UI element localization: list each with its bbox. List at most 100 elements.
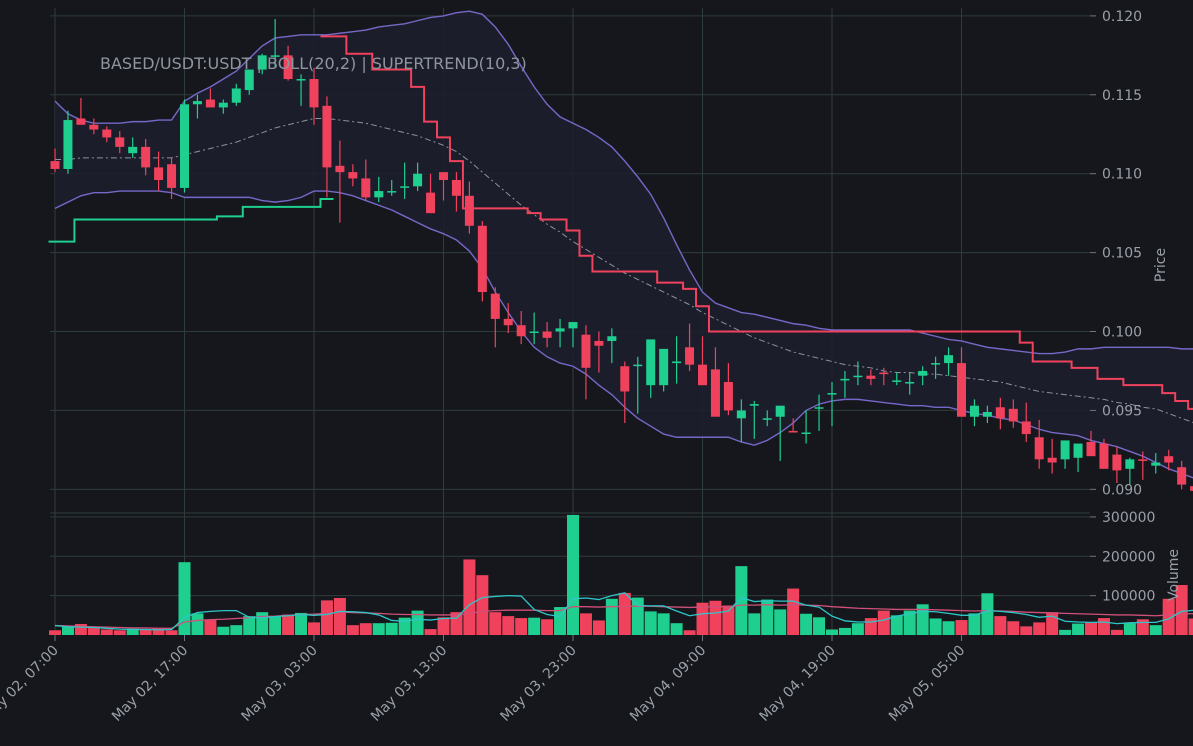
volume-bar — [515, 618, 528, 635]
candle-body — [141, 146, 151, 168]
candle-body — [413, 173, 423, 187]
candle-body — [762, 418, 772, 420]
volume-bar — [864, 618, 877, 635]
volume-bar — [787, 588, 800, 635]
candle-body — [257, 55, 267, 70]
candle-body — [607, 336, 617, 341]
candle-body — [296, 79, 306, 81]
candle-body — [879, 372, 889, 375]
volume-bar — [230, 625, 243, 635]
volume-tick-label: 300000 — [1102, 510, 1155, 526]
volume-bar — [774, 609, 787, 635]
volume-bar — [981, 593, 994, 635]
volume-bar — [1110, 629, 1123, 635]
volume-bar — [502, 616, 515, 635]
candle-body — [218, 102, 228, 108]
volume-bar — [1136, 619, 1149, 635]
volume-bar — [320, 600, 333, 635]
volume-bar — [61, 626, 74, 635]
candle-body — [555, 328, 565, 332]
volume-tick-label: 200000 — [1102, 549, 1155, 565]
bollinger-middle-line — [55, 117, 1193, 423]
candle-body — [646, 339, 656, 386]
volume-bar — [100, 629, 113, 635]
candle-body — [244, 69, 254, 91]
candle-body — [205, 99, 215, 108]
candle-body — [503, 318, 513, 326]
candle-body — [620, 366, 630, 392]
candle-body — [309, 79, 319, 108]
volume-bar — [1020, 626, 1033, 635]
volume-bar — [709, 600, 722, 635]
volume-bar — [359, 623, 372, 635]
volume-bar — [942, 621, 955, 635]
candle-body — [464, 195, 474, 226]
candle-body — [1112, 454, 1122, 471]
candle-body — [451, 180, 461, 196]
volume-bar — [735, 566, 748, 635]
volume-bar — [631, 597, 644, 635]
candle-body — [1138, 459, 1148, 461]
volume-bar — [761, 599, 774, 635]
volume-bar — [851, 623, 864, 635]
volume-bar — [308, 622, 320, 635]
price-tick-label: 0.100 — [1102, 325, 1142, 341]
candle-body — [89, 124, 99, 130]
candle-body — [477, 225, 487, 293]
candle-body — [931, 363, 941, 365]
volume-bar — [890, 615, 903, 635]
supertrend-layer — [48, 35, 1193, 410]
candle-body — [866, 375, 876, 379]
candle-body — [736, 410, 746, 419]
volume-bar — [644, 611, 657, 635]
volume-bar — [813, 617, 826, 635]
volume-bar — [592, 620, 605, 635]
candle-body — [710, 369, 720, 417]
supertrend-up-line — [48, 197, 334, 243]
volume-bar — [748, 613, 761, 635]
volume-bar — [74, 623, 87, 635]
volume-bar — [1175, 585, 1188, 635]
candle-body — [542, 331, 552, 338]
candle-body — [905, 382, 915, 384]
candle-body — [568, 322, 578, 329]
volume-bar — [877, 610, 890, 635]
candle-body — [944, 355, 954, 364]
candle-body — [50, 161, 60, 169]
candle-body — [529, 331, 539, 334]
volume-bar — [903, 610, 916, 635]
candle-body — [1177, 467, 1187, 485]
volume-bar — [49, 630, 61, 635]
candle-body — [969, 405, 979, 417]
volume-bar — [113, 630, 126, 635]
volume-bar — [683, 630, 696, 635]
volume-bar — [398, 617, 411, 635]
candle-body — [63, 120, 73, 169]
candle-body — [180, 104, 189, 188]
volume-bar — [1188, 618, 1193, 635]
volume-bar — [424, 629, 437, 635]
candle-body — [581, 334, 591, 368]
candle-body — [1164, 456, 1174, 463]
candle-body — [516, 325, 526, 337]
candle-body — [115, 137, 125, 147]
candle-body — [1008, 408, 1018, 422]
bollinger-upper-line — [54, 10, 1193, 355]
volume-bar — [826, 629, 838, 635]
volume-bar — [800, 613, 813, 635]
candle-layer — [50, 19, 1193, 491]
volume-bar — [1085, 622, 1097, 635]
candle-body — [270, 55, 280, 57]
candle-body — [335, 165, 345, 173]
price-tick-label: 0.110 — [1102, 167, 1142, 183]
candle-body — [154, 167, 164, 181]
volume-bar — [489, 612, 502, 635]
candle-body — [957, 363, 966, 417]
price-tick-label: 0.105 — [1102, 246, 1142, 262]
volume-bar — [243, 616, 256, 635]
volume-bar — [696, 602, 709, 635]
candle-body — [723, 382, 733, 411]
candle-body — [439, 172, 448, 181]
price-tick-label: 0.090 — [1102, 482, 1142, 498]
volume-bar — [282, 614, 295, 635]
